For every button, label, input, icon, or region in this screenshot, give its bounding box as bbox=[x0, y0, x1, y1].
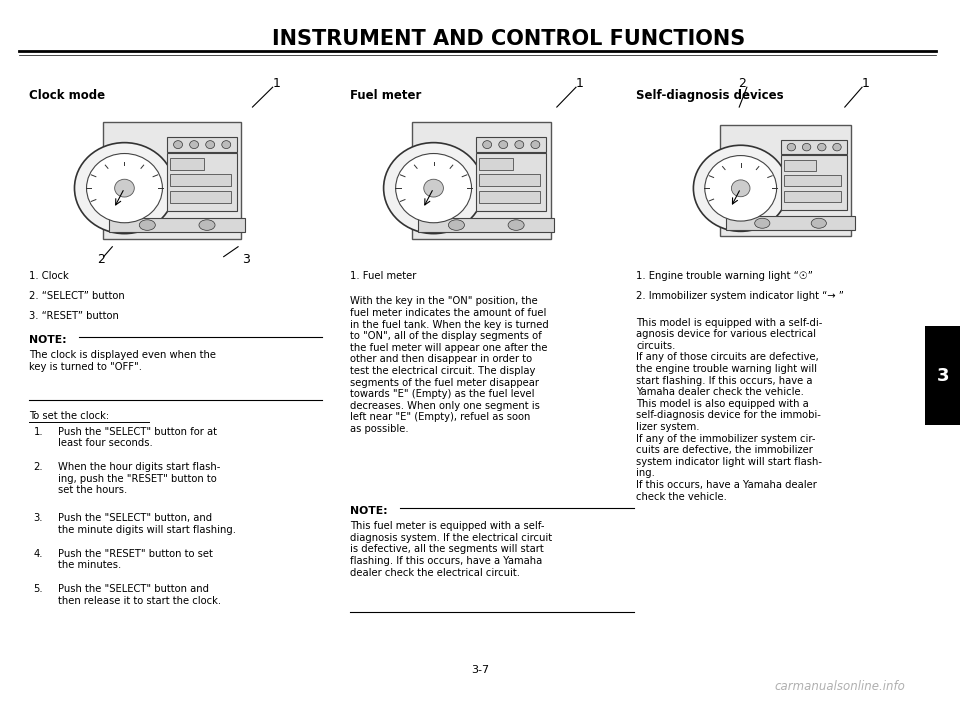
Bar bbox=[170, 191, 230, 203]
Bar bbox=[783, 160, 816, 172]
Text: Clock mode: Clock mode bbox=[29, 89, 105, 101]
Bar bbox=[925, 326, 960, 425]
Bar bbox=[109, 218, 245, 233]
Text: 1.: 1. bbox=[34, 427, 43, 437]
Bar bbox=[476, 138, 546, 152]
Text: The clock is displayed even when the
key is turned to "OFF".: The clock is displayed even when the key… bbox=[29, 350, 216, 372]
Ellipse shape bbox=[448, 220, 465, 230]
Ellipse shape bbox=[384, 143, 484, 234]
Ellipse shape bbox=[693, 145, 788, 231]
Text: 3: 3 bbox=[242, 253, 250, 266]
Bar bbox=[170, 174, 230, 186]
Text: NOTE:: NOTE: bbox=[29, 335, 66, 345]
Ellipse shape bbox=[75, 143, 175, 234]
Ellipse shape bbox=[755, 218, 770, 228]
Text: 2. Immobilizer system indicator light “→ ”: 2. Immobilizer system indicator light “→… bbox=[636, 291, 845, 301]
Text: 1: 1 bbox=[273, 77, 280, 90]
Ellipse shape bbox=[787, 143, 796, 151]
Text: To set the clock:: To set the clock: bbox=[29, 411, 108, 421]
Bar bbox=[783, 191, 841, 202]
Ellipse shape bbox=[190, 140, 199, 149]
Bar bbox=[781, 155, 847, 210]
Ellipse shape bbox=[803, 143, 811, 151]
Ellipse shape bbox=[139, 220, 156, 230]
Text: This model is equipped with a self-di-
agnosis device for various electrical
cir: This model is equipped with a self-di- a… bbox=[636, 318, 823, 502]
Text: 1. Clock: 1. Clock bbox=[29, 271, 68, 281]
Bar bbox=[727, 216, 854, 230]
Text: Push the "RESET" button to set
the minutes.: Push the "RESET" button to set the minut… bbox=[58, 549, 212, 570]
Bar bbox=[479, 174, 540, 186]
Bar bbox=[412, 121, 550, 239]
Bar bbox=[167, 153, 237, 211]
Text: When the hour digits start flash-
ing, push the "RESET" button to
set the hours.: When the hour digits start flash- ing, p… bbox=[58, 462, 220, 496]
Text: Fuel meter: Fuel meter bbox=[350, 89, 421, 101]
Text: 3-7: 3-7 bbox=[471, 665, 489, 675]
Text: This fuel meter is equipped with a self-
diagnosis system. If the electrical cir: This fuel meter is equipped with a self-… bbox=[350, 521, 553, 578]
Ellipse shape bbox=[483, 140, 492, 149]
Ellipse shape bbox=[508, 220, 524, 230]
Text: 1. Fuel meter: 1. Fuel meter bbox=[350, 271, 417, 281]
Text: 2: 2 bbox=[738, 77, 746, 90]
Bar bbox=[103, 121, 241, 239]
Text: Push the "SELECT" button, and
the minute digits will start flashing.: Push the "SELECT" button, and the minute… bbox=[58, 513, 235, 535]
Ellipse shape bbox=[396, 154, 471, 223]
Text: 5.: 5. bbox=[34, 584, 43, 594]
Bar bbox=[781, 140, 847, 154]
Text: Self-diagnosis devices: Self-diagnosis devices bbox=[636, 89, 784, 101]
Text: 3. “RESET” button: 3. “RESET” button bbox=[29, 311, 119, 320]
Ellipse shape bbox=[114, 179, 134, 197]
Ellipse shape bbox=[86, 154, 162, 223]
Ellipse shape bbox=[499, 140, 508, 149]
Bar bbox=[170, 159, 204, 170]
Text: NOTE:: NOTE: bbox=[350, 506, 388, 515]
Bar bbox=[783, 175, 841, 186]
Ellipse shape bbox=[199, 220, 215, 230]
Text: 4.: 4. bbox=[34, 549, 43, 559]
Text: 2.: 2. bbox=[34, 462, 43, 472]
Ellipse shape bbox=[832, 143, 841, 151]
Text: carmanualsonline.info: carmanualsonline.info bbox=[775, 681, 905, 693]
Ellipse shape bbox=[818, 143, 826, 151]
Text: Push the "SELECT" button and
then release it to start the clock.: Push the "SELECT" button and then releas… bbox=[58, 584, 221, 605]
Ellipse shape bbox=[811, 218, 827, 228]
Text: With the key in the "ON" position, the
fuel meter indicates the amount of fuel
i: With the key in the "ON" position, the f… bbox=[350, 296, 549, 434]
Text: 3.: 3. bbox=[34, 513, 43, 523]
Text: 3: 3 bbox=[936, 367, 949, 385]
Ellipse shape bbox=[423, 179, 444, 197]
Text: 2: 2 bbox=[97, 253, 105, 266]
Text: INSTRUMENT AND CONTROL FUNCTIONS: INSTRUMENT AND CONTROL FUNCTIONS bbox=[273, 29, 745, 49]
Bar bbox=[476, 153, 546, 211]
Text: 2. “SELECT” button: 2. “SELECT” button bbox=[29, 291, 125, 301]
Ellipse shape bbox=[531, 140, 540, 149]
Ellipse shape bbox=[222, 140, 230, 149]
Ellipse shape bbox=[515, 140, 524, 149]
Text: 1: 1 bbox=[576, 77, 584, 90]
Bar bbox=[479, 191, 540, 203]
Text: Push the "SELECT" button for at
least four seconds.: Push the "SELECT" button for at least fo… bbox=[58, 427, 217, 448]
Text: 1: 1 bbox=[862, 77, 870, 90]
Text: 1. Engine trouble warning light “☉”: 1. Engine trouble warning light “☉” bbox=[636, 271, 813, 281]
Ellipse shape bbox=[205, 140, 215, 149]
Bar bbox=[167, 138, 237, 152]
Bar bbox=[479, 159, 513, 170]
Bar bbox=[720, 125, 852, 236]
Ellipse shape bbox=[174, 140, 182, 149]
Ellipse shape bbox=[705, 155, 777, 221]
Bar bbox=[419, 218, 554, 233]
Ellipse shape bbox=[732, 180, 750, 196]
